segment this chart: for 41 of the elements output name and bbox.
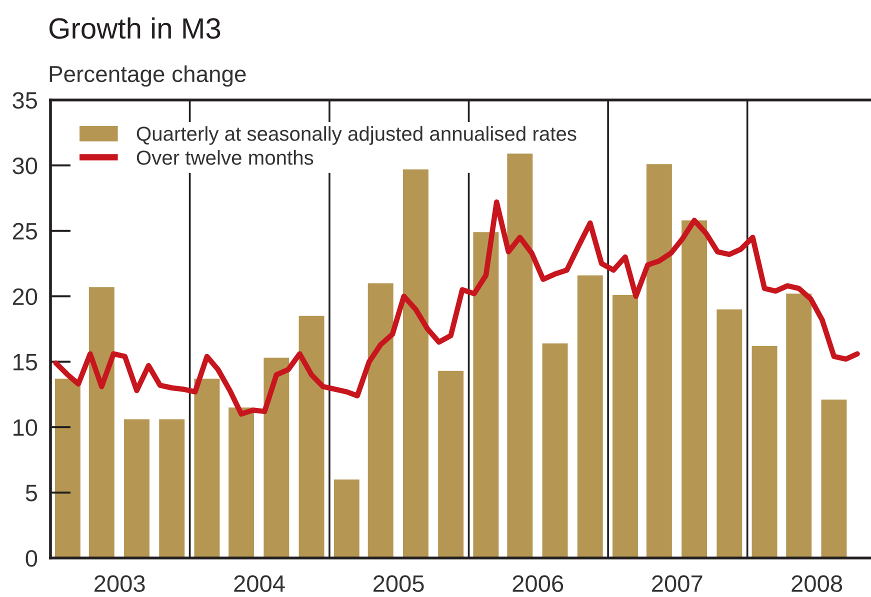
bar [577, 275, 603, 558]
y-tick-label: 10 [14, 419, 38, 436]
y-axis-title: Percentage change [50, 65, 246, 87]
y-tick-label: 20 [12, 288, 38, 306]
bar [682, 220, 708, 558]
bar [507, 154, 533, 558]
bar [88, 287, 114, 558]
chart-title: Growth in M3 [49, 17, 220, 39]
bar [402, 169, 428, 558]
bar [752, 346, 778, 558]
bar [298, 316, 324, 558]
y-tick-label: 35 [12, 92, 38, 109]
bar [124, 419, 150, 558]
legend-label: Quarterly at seasonally adjusted annualised rates [136, 126, 576, 145]
x-tick-label: 2004 [234, 575, 285, 592]
bar [786, 294, 812, 558]
x-tick-label: 2003 [94, 575, 145, 592]
y-tick-label: 0 [26, 550, 38, 567]
bar [646, 164, 672, 558]
bar [194, 378, 220, 558]
x-tick-label: 2006 [512, 575, 564, 592]
bar [612, 294, 638, 558]
bar [542, 343, 568, 558]
bar [821, 400, 847, 558]
bar [368, 283, 394, 558]
bar [228, 408, 254, 558]
bar [716, 309, 742, 558]
bar [54, 378, 80, 558]
bar [438, 370, 464, 558]
bar [334, 479, 360, 558]
bar [159, 419, 185, 558]
x-tick-label: 2007 [652, 575, 702, 592]
legend-label: Over twelve months [136, 150, 314, 165]
x-tick-label: 2008 [792, 575, 842, 592]
bar [473, 232, 499, 558]
y-tick-label: 30 [12, 157, 38, 174]
bar [264, 358, 290, 558]
x-tick-label: 2005 [373, 575, 424, 592]
y-tick-label: 5 [26, 484, 38, 502]
y-tick-label: 25 [12, 222, 38, 240]
y-tick-label: 15 [14, 354, 38, 370]
